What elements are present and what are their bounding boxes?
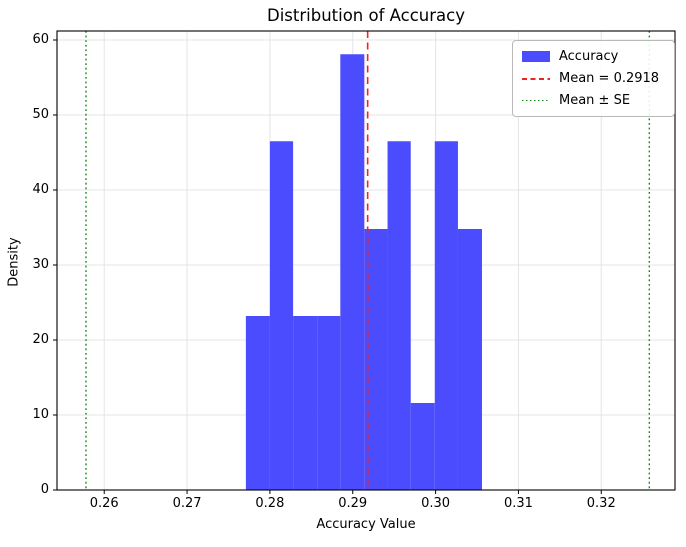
y-tick-label: 30: [32, 257, 49, 272]
legend: Accuracy Mean = 0.2918 Mean ± SE: [512, 40, 675, 117]
histogram-bar: [245, 316, 270, 490]
y-tick-label: 20: [32, 332, 49, 347]
histogram-bar: [293, 316, 318, 490]
plot-border: [56, 30, 676, 491]
histogram-bar: [434, 141, 458, 490]
histogram-bar: [387, 141, 411, 490]
legend-item-mean: Mean = 0.2918: [522, 69, 665, 88]
chart-title: Distribution of Accuracy: [267, 6, 465, 25]
histogram-bar: [457, 229, 482, 490]
y-tick-label: 40: [32, 182, 49, 197]
legend-label: Accuracy: [559, 49, 619, 64]
legend-label: Mean ± SE: [559, 93, 631, 108]
x-tick-label: 0.32: [586, 496, 616, 511]
y-tick-label: 50: [32, 107, 49, 122]
y-tick-label: 0: [40, 482, 49, 497]
histogram-bar: [317, 316, 341, 490]
legend-red-dashed-swatch: [522, 77, 550, 80]
x-axis-label: Accuracy Value: [316, 517, 416, 532]
histogram-bar: [269, 141, 294, 490]
x-tick-label: 0.27: [172, 496, 202, 511]
x-tick-label: 0.29: [338, 496, 368, 511]
y-tick-label: 60: [32, 32, 49, 47]
histogram-bar: [410, 403, 435, 490]
legend-item-se: Mean ± SE: [522, 91, 665, 110]
legend-blue-rect-swatch: [522, 51, 550, 62]
x-tick-label: 0.31: [503, 496, 533, 511]
y-tick-label: 10: [32, 407, 49, 422]
x-tick-label: 0.28: [255, 496, 285, 511]
legend-label: Mean = 0.2918: [559, 71, 660, 86]
legend-green-dotted-swatch: [522, 99, 550, 102]
x-tick-label: 0.30: [421, 496, 451, 511]
legend-item-accuracy: Accuracy: [522, 47, 665, 66]
histogram-bar: [364, 229, 388, 490]
histogram-bar: [340, 54, 365, 490]
x-tick-label: 0.26: [89, 496, 119, 511]
